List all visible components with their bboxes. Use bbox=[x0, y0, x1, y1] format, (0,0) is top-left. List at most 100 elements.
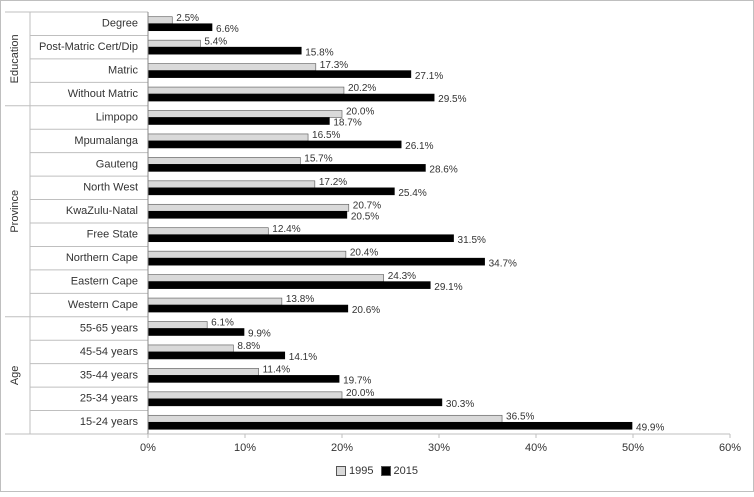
category-label: Gauteng bbox=[96, 158, 138, 170]
data-label-2015: 31.5% bbox=[458, 235, 486, 246]
data-label-2015: 28.6% bbox=[429, 165, 457, 176]
bar-1995 bbox=[147, 86, 345, 95]
data-label-2015: 25.4% bbox=[398, 188, 426, 199]
group-label: Age bbox=[9, 366, 21, 386]
data-label-1995: 20.0% bbox=[346, 107, 374, 118]
data-label-2015: 29.1% bbox=[434, 282, 462, 293]
data-label-2015: 18.7% bbox=[333, 118, 361, 129]
bar-2015 bbox=[147, 46, 302, 55]
category-label: Matric bbox=[108, 65, 138, 77]
x-tick-label: 40% bbox=[525, 442, 547, 454]
data-label-1995: 5.4% bbox=[204, 36, 227, 47]
bar-1995 bbox=[147, 344, 234, 353]
bar-2015 bbox=[147, 117, 330, 125]
legend-item-2015: 2015 bbox=[380, 465, 419, 477]
data-label-2015: 30.3% bbox=[446, 399, 474, 410]
data-label-1995: 11.4% bbox=[263, 365, 291, 376]
category-label: Limpopo bbox=[96, 111, 138, 123]
bar-1995 bbox=[147, 39, 201, 48]
category-label: 25-34 years bbox=[80, 393, 139, 405]
bar-1995 bbox=[147, 110, 343, 118]
bar-1995 bbox=[147, 180, 316, 189]
bar-2015 bbox=[147, 304, 349, 313]
data-label-1995: 12.4% bbox=[272, 224, 300, 235]
data-label-1995: 20.2% bbox=[348, 83, 376, 94]
group-label: Education bbox=[9, 34, 21, 83]
data-label-1995: 20.4% bbox=[350, 247, 378, 258]
bar-2015 bbox=[147, 140, 402, 149]
data-label-1995: 2.5% bbox=[176, 13, 199, 24]
category-label: Degree bbox=[102, 18, 138, 30]
bar-2015 bbox=[147, 164, 426, 172]
category-label: Free State bbox=[87, 229, 138, 241]
bar-1995 bbox=[147, 133, 309, 142]
bar-2015 bbox=[147, 328, 245, 336]
category-label: Post-Matric Cert/Dip bbox=[39, 41, 138, 53]
bar-2015 bbox=[147, 23, 213, 32]
category-label: 35-44 years bbox=[80, 369, 139, 381]
bar-2015 bbox=[147, 93, 435, 102]
category-label: Eastern Cape bbox=[71, 276, 138, 288]
data-label-2015: 6.6% bbox=[216, 24, 239, 35]
bar-2015 bbox=[147, 421, 633, 430]
legend-item-1995: 1995 bbox=[335, 465, 374, 477]
x-tick-label: 50% bbox=[622, 442, 644, 454]
bar-1995 bbox=[147, 203, 350, 212]
category-label: 15-24 years bbox=[80, 416, 139, 428]
legend: 1995 2015 bbox=[0, 465, 754, 479]
category-label: 45-54 years bbox=[80, 346, 139, 358]
data-label-1995: 13.8% bbox=[286, 294, 314, 305]
data-label-1995: 6.1% bbox=[211, 318, 234, 329]
category-label: Mpumalanga bbox=[74, 135, 138, 147]
bar-2015 bbox=[147, 210, 348, 219]
bar-1995 bbox=[147, 227, 269, 236]
bar-1995 bbox=[147, 63, 317, 71]
data-label-2015: 26.1% bbox=[405, 141, 433, 152]
data-label-2015: 9.9% bbox=[248, 329, 271, 340]
x-tick-label: 30% bbox=[428, 442, 450, 454]
data-label-1995: 17.2% bbox=[319, 177, 347, 188]
x-tick-label: 20% bbox=[331, 442, 353, 454]
data-label-1995: 20.0% bbox=[346, 388, 374, 399]
category-label: Without Matric bbox=[68, 88, 139, 100]
bar-2015 bbox=[147, 351, 286, 360]
data-label-2015: 14.1% bbox=[289, 352, 317, 363]
data-label-2015: 27.1% bbox=[415, 71, 443, 82]
bar-1995 bbox=[147, 414, 503, 423]
bar-2015 bbox=[147, 234, 454, 243]
category-label: Northern Cape bbox=[66, 252, 138, 264]
data-label-2015: 34.7% bbox=[489, 258, 517, 269]
bar-1995 bbox=[147, 368, 259, 376]
bar-1995 bbox=[147, 297, 283, 306]
bar-2015 bbox=[147, 281, 431, 289]
bar-2015 bbox=[147, 398, 443, 407]
legend-label-2015: 2015 bbox=[393, 465, 419, 477]
bar-1995 bbox=[147, 274, 385, 282]
bar-2015 bbox=[147, 70, 412, 78]
bar-1995 bbox=[147, 250, 347, 259]
legend-label-1995: 1995 bbox=[348, 465, 374, 477]
x-tick-label: 0% bbox=[140, 442, 156, 454]
bar-2015 bbox=[147, 375, 340, 383]
legend-swatch-2015 bbox=[380, 466, 391, 476]
category-label: North West bbox=[83, 182, 138, 194]
data-label-1995: 16.5% bbox=[312, 130, 340, 141]
bar-1995 bbox=[147, 16, 173, 25]
data-label-2015: 20.6% bbox=[352, 305, 380, 316]
group-label: Province bbox=[9, 190, 21, 233]
data-label-2015: 29.5% bbox=[438, 94, 466, 105]
data-label-1995: 15.7% bbox=[304, 154, 332, 165]
data-label-1995: 36.5% bbox=[506, 411, 534, 422]
bar-1995 bbox=[147, 321, 208, 329]
legend-swatch-1995 bbox=[335, 466, 346, 476]
data-label-2015: 20.5% bbox=[351, 211, 379, 222]
category-label: 55-65 years bbox=[80, 322, 139, 334]
data-label-1995: 24.3% bbox=[388, 271, 416, 282]
category-label: KwaZulu-Natal bbox=[66, 205, 138, 217]
bar-2015 bbox=[147, 187, 395, 196]
data-label-1995: 17.3% bbox=[320, 60, 348, 71]
data-label-2015: 19.7% bbox=[343, 376, 371, 387]
bar-2015 bbox=[147, 257, 485, 266]
category-label: Western Cape bbox=[68, 299, 138, 311]
